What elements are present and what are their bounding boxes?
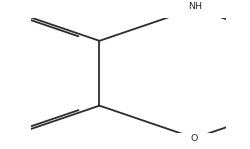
Text: O: O — [190, 134, 198, 143]
Text: NH: NH — [187, 2, 201, 11]
